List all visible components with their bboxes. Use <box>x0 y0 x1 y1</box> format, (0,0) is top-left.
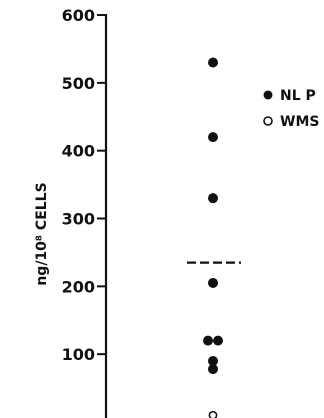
point-nl-p-4 <box>203 335 213 346</box>
legend-marker-nl-p <box>263 90 273 100</box>
y-tick-label-500: 500 <box>62 74 95 93</box>
y-tick-label-600: 600 <box>62 6 95 25</box>
data-points <box>203 57 223 418</box>
y-ticks: 100 200 300 400 500 600 <box>62 6 106 364</box>
point-wms-0 <box>208 410 218 418</box>
point-nl-p-0 <box>208 57 218 68</box>
point-nl-p-6 <box>208 355 218 366</box>
y-tick-label-100: 100 <box>62 345 95 364</box>
legend-label-nl-p: NL P <box>280 88 316 104</box>
point-nl-p-2 <box>208 193 218 204</box>
y-tick-label-200: 200 <box>62 277 95 296</box>
point-nl-p-3 <box>208 277 218 288</box>
y-tick-label-300: 300 <box>62 210 95 229</box>
legend-marker-wms <box>263 116 273 126</box>
point-nl-p-7 <box>208 364 218 375</box>
legend: NL P WMS <box>263 88 319 130</box>
legend-label-wms: WMS <box>280 114 319 130</box>
y-axis-label: ng/10⁸ CELLS <box>34 182 50 285</box>
point-nl-p-1 <box>208 132 218 143</box>
point-nl-p-5 <box>213 335 223 346</box>
y-tick-label-400: 400 <box>62 142 95 161</box>
